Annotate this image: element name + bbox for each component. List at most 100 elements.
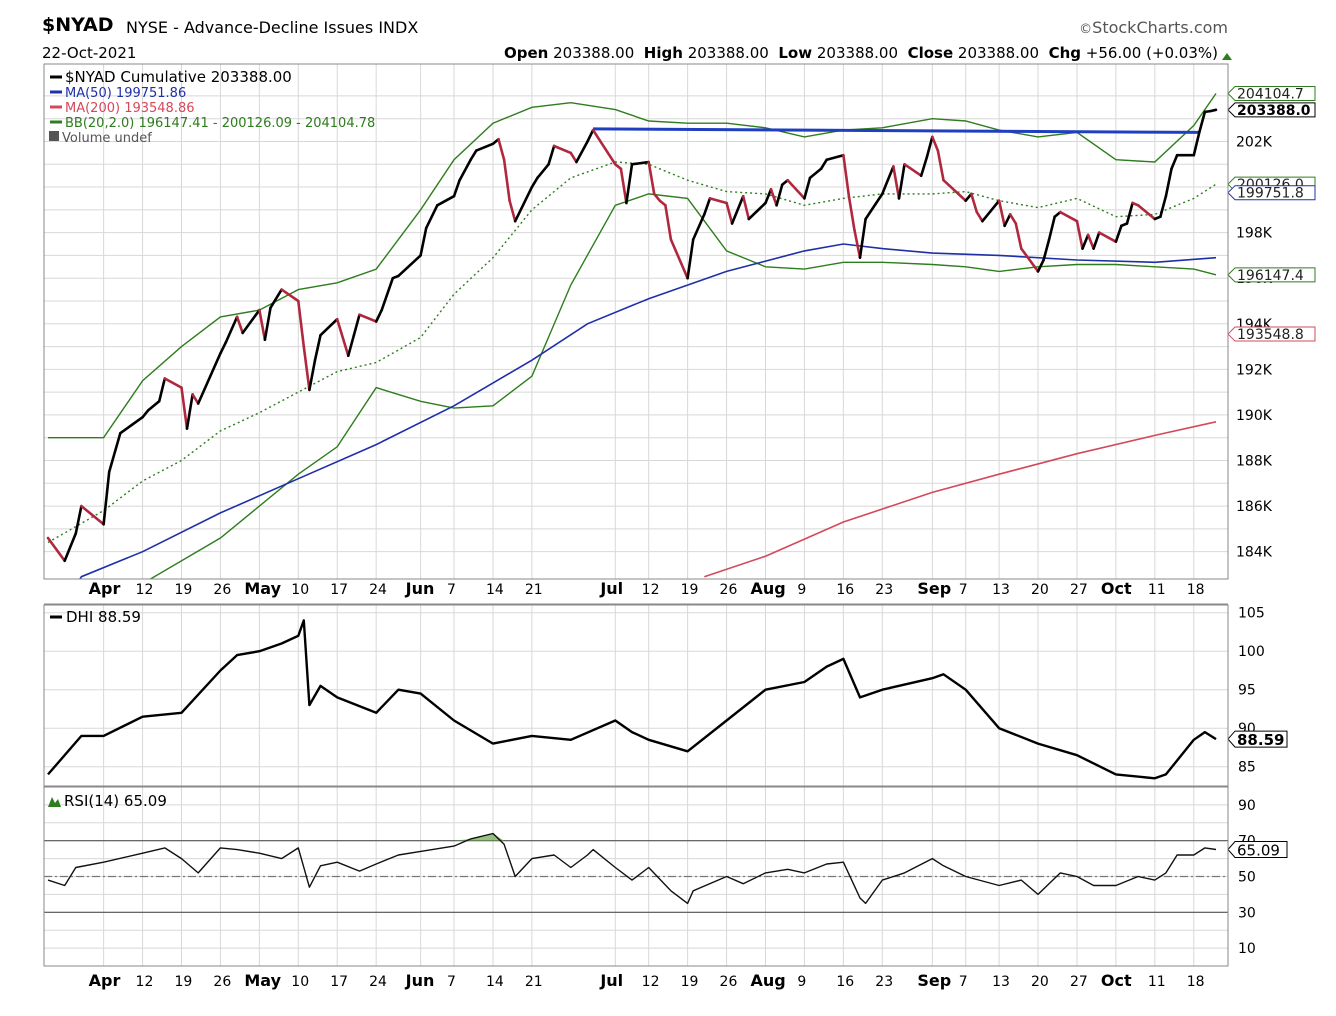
price-segment bbox=[1097, 231, 1118, 243]
price-segment bbox=[669, 238, 689, 280]
price-segment bbox=[1075, 219, 1084, 250]
price-segment bbox=[313, 333, 322, 362]
price-segment bbox=[196, 352, 222, 405]
price-segment bbox=[141, 409, 150, 419]
x-tick-label: 12 bbox=[642, 582, 660, 598]
last-value-tag bbox=[1227, 326, 1316, 342]
x-tick-label: Oct bbox=[1101, 971, 1132, 990]
price-segment bbox=[102, 470, 111, 526]
price-segment bbox=[764, 188, 773, 205]
x-tick-label: 18 bbox=[1187, 582, 1205, 598]
x-tick-label: 11 bbox=[1148, 582, 1166, 598]
x-tick-label: Apr bbox=[89, 579, 121, 598]
price-segment bbox=[1003, 213, 1012, 228]
close-label: Close bbox=[907, 44, 954, 62]
price-segment bbox=[1170, 153, 1179, 171]
y-tick-label: 184K bbox=[1236, 545, 1273, 561]
price-segment bbox=[630, 160, 651, 166]
x-tick-label: 19 bbox=[174, 582, 192, 598]
price-segment bbox=[397, 254, 422, 278]
x-tick-label: 26 bbox=[720, 582, 738, 598]
y-tick-label: 105 bbox=[1238, 606, 1265, 622]
x-tick-label: 26 bbox=[720, 974, 738, 990]
price-segment bbox=[747, 201, 767, 221]
copyright-icon: © bbox=[1079, 22, 1093, 37]
price-segment bbox=[864, 192, 884, 221]
x-tick-label: 11 bbox=[1148, 974, 1166, 990]
x-tick-label: 26 bbox=[213, 974, 231, 990]
price-segment bbox=[263, 306, 272, 342]
resistance-trendline bbox=[593, 127, 1200, 134]
price-segment bbox=[741, 194, 751, 221]
overbought-fill bbox=[454, 833, 516, 841]
x-tick-label: 16 bbox=[836, 974, 854, 990]
price-segment bbox=[119, 415, 144, 435]
price-segment bbox=[625, 163, 634, 205]
x-tick-label: Sep bbox=[917, 579, 951, 598]
price-segment bbox=[803, 176, 812, 200]
last-value-label: 65.09 bbox=[1237, 841, 1280, 859]
x-tick-label: 7 bbox=[959, 974, 968, 990]
y-tick-label: 10 bbox=[1238, 941, 1256, 957]
price-segment bbox=[319, 317, 339, 337]
x-tick-label: 21 bbox=[525, 974, 543, 990]
symbol-description: NYSE - Advance-Decline Issues INDX bbox=[126, 18, 419, 37]
x-tick-label: 13 bbox=[992, 974, 1010, 990]
panel-border bbox=[43, 604, 1229, 787]
symbol-title: $NYAD bbox=[42, 14, 114, 36]
price-segment bbox=[235, 315, 244, 335]
last-value-tag bbox=[1227, 730, 1288, 748]
price-segment bbox=[185, 393, 194, 430]
x-tick-label: 24 bbox=[369, 974, 387, 990]
x-tick-label: 7 bbox=[959, 582, 968, 598]
price-segment bbox=[241, 308, 261, 335]
x-tick-label: 9 bbox=[797, 974, 806, 990]
x-tick-label: 27 bbox=[1070, 582, 1088, 598]
price-segment bbox=[691, 213, 706, 241]
price-segment bbox=[925, 135, 934, 159]
x-tick-label: May bbox=[244, 579, 281, 598]
open-label: Open bbox=[504, 44, 549, 62]
price-segment bbox=[1086, 233, 1095, 250]
price-segment bbox=[930, 135, 940, 152]
legend-label: MA(200) 193548.86 bbox=[65, 101, 195, 116]
price-segment bbox=[1114, 224, 1123, 243]
x-tick-label: 26 bbox=[213, 582, 231, 598]
price-segment bbox=[786, 178, 806, 200]
price-segment bbox=[180, 386, 189, 430]
x-tick-label: 20 bbox=[1031, 974, 1049, 990]
x-tick-label: Aug bbox=[750, 579, 785, 598]
price-segment bbox=[1042, 238, 1051, 262]
brand-name: StockCharts.com bbox=[1092, 18, 1228, 37]
price-segment bbox=[469, 149, 478, 161]
low-value: 203388.00 bbox=[816, 44, 899, 62]
dhi-line bbox=[47, 619, 1217, 780]
price-segment bbox=[46, 536, 66, 563]
x-tick-label: May bbox=[244, 971, 281, 990]
rsi-line bbox=[47, 832, 1217, 905]
x-tick-label: 16 bbox=[836, 582, 854, 598]
x-tick-label: 10 bbox=[291, 974, 309, 990]
price-segment bbox=[191, 393, 200, 405]
price-segment bbox=[975, 210, 984, 223]
price-segment bbox=[1136, 204, 1157, 221]
price-segment bbox=[652, 192, 662, 202]
price-segment bbox=[825, 153, 845, 161]
x-tick-label: Jun bbox=[405, 579, 435, 598]
price-segment bbox=[686, 238, 695, 280]
x-tick-label: Jul bbox=[599, 971, 623, 990]
brand-logo[interactable]: ©StockCharts.com bbox=[1079, 18, 1228, 37]
x-tick-label: 12 bbox=[136, 582, 154, 598]
price-segment bbox=[74, 504, 83, 535]
y-tick-label: 186K bbox=[1236, 499, 1273, 515]
price-segment bbox=[424, 204, 439, 230]
price-segment bbox=[536, 163, 550, 180]
price-segment bbox=[775, 183, 784, 207]
price-segment bbox=[335, 317, 350, 358]
y-tick-label: 30 bbox=[1238, 905, 1256, 921]
last-value-label: 204104.7 bbox=[1237, 87, 1304, 103]
x-tick-label: 12 bbox=[136, 974, 154, 990]
price-segment bbox=[708, 197, 728, 205]
x-tick-label: 7 bbox=[447, 974, 456, 990]
